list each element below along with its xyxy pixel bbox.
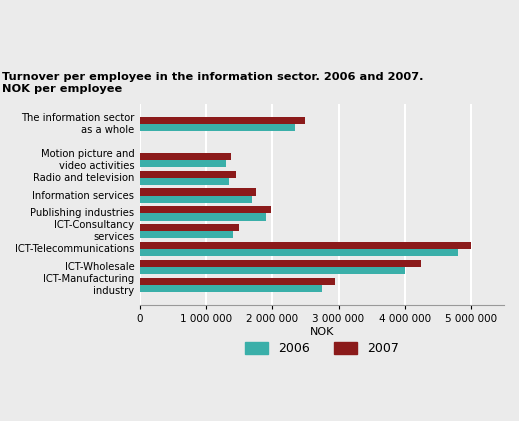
Bar — [140, 153, 231, 160]
Bar — [140, 160, 226, 167]
Bar — [140, 285, 322, 292]
Bar — [140, 178, 229, 185]
Bar — [140, 249, 458, 256]
Bar — [140, 213, 266, 221]
Bar — [140, 231, 233, 238]
Bar — [140, 278, 335, 285]
Bar — [140, 206, 271, 213]
Bar — [140, 117, 305, 124]
Legend: 2006, 2007: 2006, 2007 — [240, 337, 404, 360]
X-axis label: NOK: NOK — [310, 327, 334, 337]
Bar — [140, 189, 256, 196]
Text: Turnover per employee in the information sector. 2006 and 2007.
NOK per employee: Turnover per employee in the information… — [2, 72, 423, 94]
Bar — [140, 196, 252, 203]
Bar — [140, 124, 295, 131]
Bar — [140, 260, 421, 267]
Bar — [140, 224, 239, 231]
Bar — [140, 171, 236, 178]
Bar — [140, 242, 471, 249]
Bar — [140, 267, 405, 274]
